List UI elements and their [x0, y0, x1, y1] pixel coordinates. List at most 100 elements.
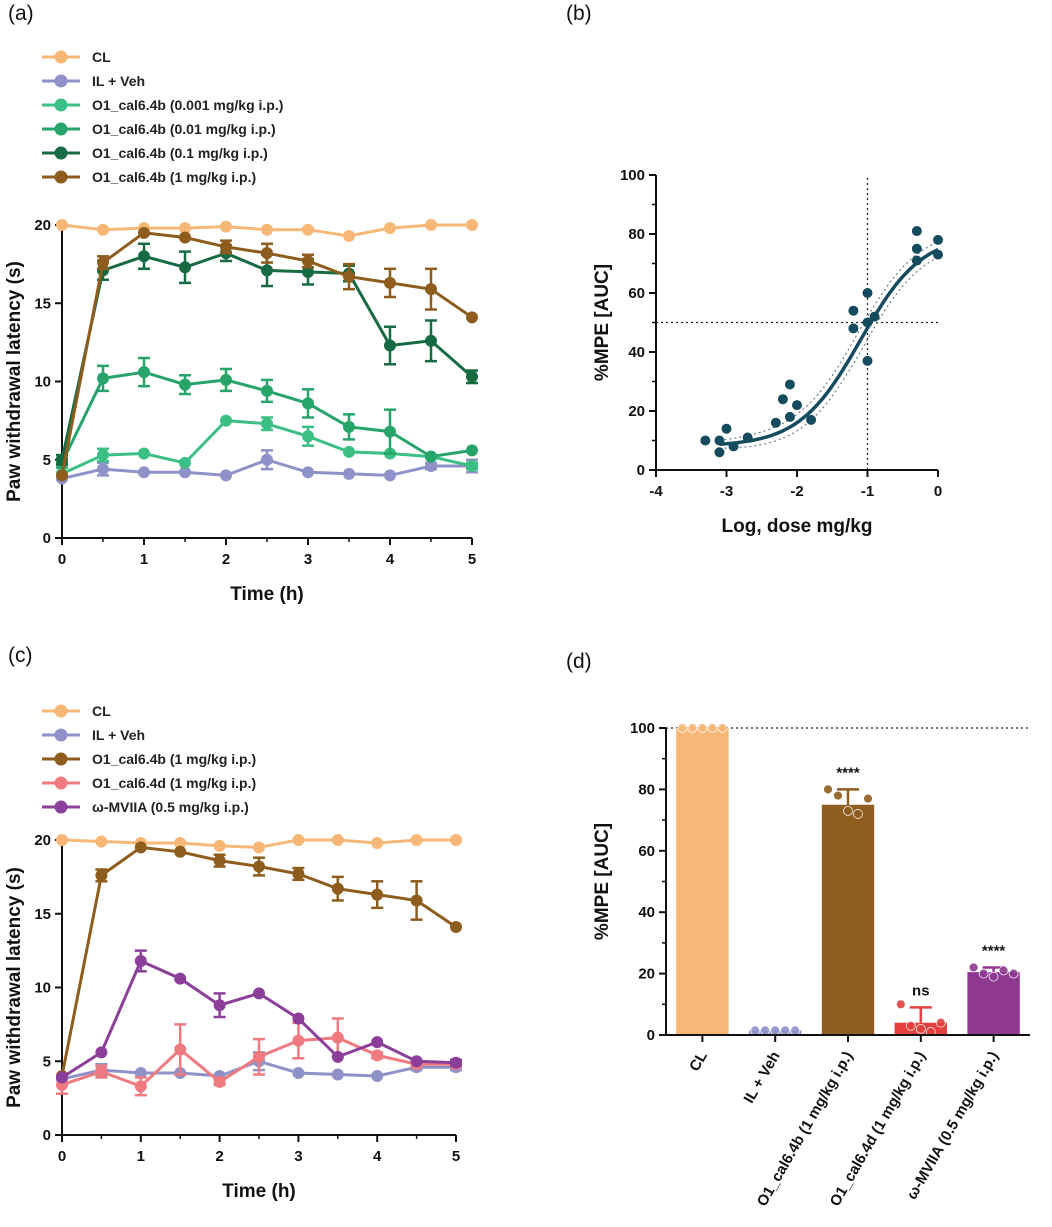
y-axis-label: Paw withdrawal latency (s): [4, 867, 25, 1108]
legend-swatch-marker: [54, 122, 68, 136]
y-tick-label: 80: [638, 781, 655, 798]
data-point: [450, 1056, 462, 1069]
data-point: [179, 231, 191, 244]
bar: [676, 728, 729, 1035]
data-point: [343, 420, 355, 433]
data-point: [450, 834, 462, 846]
legend-entry: ω-MVIIA (0.5 mg/kg i.p.): [92, 799, 249, 815]
data-point: [911, 255, 922, 266]
data-point: [371, 1036, 384, 1049]
data-point: [220, 240, 232, 253]
data-point: [700, 435, 711, 446]
y-tick-label: 10: [34, 374, 51, 391]
legend-entry: O1_cal6.4b (0.001 mg/kg i.p.): [92, 97, 283, 113]
chart-panel-b: -4 -3 -2 -1 0 0 20 40 60 80 100 Log, dose mg/kg %MPE…: [592, 167, 943, 537]
data-point: [179, 456, 191, 469]
data-point: [331, 1050, 344, 1063]
x-tick-label: 2: [215, 1148, 223, 1165]
data-point: [895, 999, 906, 1010]
data-point: [466, 311, 478, 324]
data-point: [784, 411, 795, 422]
data-point: [792, 400, 802, 411]
data-point: [410, 834, 423, 846]
data-point: [343, 445, 355, 458]
data-point: [780, 1025, 791, 1036]
data-point: [179, 261, 191, 274]
x-axis-label: Log, dose mg/kg: [722, 516, 873, 537]
legend-swatch-marker: [54, 146, 68, 160]
data-point: [97, 449, 109, 462]
data-point: [174, 972, 187, 985]
data-point: [253, 987, 265, 1000]
y-axis-label: %MPE [AUC]: [592, 823, 613, 940]
data-point: [97, 372, 109, 385]
data-point: [292, 867, 305, 880]
data-point: [863, 793, 873, 804]
data-point: [174, 1043, 187, 1056]
data-point: [911, 226, 922, 237]
data-point: [302, 254, 314, 267]
series-O1d: [56, 1017, 462, 1097]
y-tick-label: 5: [43, 452, 51, 469]
data-point: [770, 417, 781, 428]
data-point: [677, 723, 688, 733]
x-tick-label: 5: [468, 551, 476, 568]
legend-swatch-marker: [54, 50, 68, 64]
x-tick-label: -1: [861, 483, 874, 500]
data-point: [869, 311, 880, 322]
data-point: [848, 323, 859, 334]
data-point: [331, 882, 344, 895]
data-point: [384, 222, 396, 235]
data-point: [97, 256, 109, 269]
data-point: [728, 441, 739, 452]
legend-swatch-marker: [54, 800, 68, 814]
data-point: [138, 250, 150, 263]
x-tick-label: 4: [386, 551, 395, 568]
series-d001: [56, 356, 478, 469]
x-tick-label: 4: [373, 1148, 382, 1165]
data-point: [714, 447, 725, 458]
legend-entry: O1_cal6.4b (0.1 mg/kg i.p.): [92, 145, 268, 161]
data-point: [384, 469, 396, 482]
data-point: [95, 1046, 108, 1059]
data-point: [138, 366, 150, 379]
data-point: [292, 1067, 305, 1080]
data-point: [721, 423, 732, 434]
data-point: [371, 836, 384, 849]
data-point: [823, 784, 833, 795]
data-point: [410, 894, 423, 907]
data-point: [371, 1049, 384, 1062]
y-axis-label: %MPE [AUC]: [592, 264, 613, 381]
legend-entry: O1_cal6.4d (1 mg/kg i.p.): [92, 775, 256, 791]
bar: [967, 972, 1020, 1035]
data-point: [56, 1071, 68, 1084]
category-label: IL + Veh: [741, 1049, 784, 1107]
legend-entry: IL + Veh: [92, 727, 145, 743]
data-point: [261, 264, 273, 277]
y-tick-label: 40: [638, 904, 655, 921]
data-point: [56, 834, 68, 846]
legend-swatch-marker: [54, 98, 68, 112]
data-point: [220, 414, 232, 427]
y-tick-label: 20: [34, 832, 51, 849]
legend-swatch-marker: [54, 170, 68, 184]
series-MVIIA: [56, 949, 462, 1084]
data-point: [450, 921, 462, 934]
data-point: [179, 222, 191, 235]
data-point: [968, 962, 979, 973]
y-tick-label: 20: [628, 403, 645, 420]
data-point: [714, 435, 725, 446]
legend-swatch-marker: [54, 728, 68, 742]
y-tick-label: 15: [34, 906, 51, 923]
panel-label-a: (a): [8, 2, 34, 25]
data-point: [174, 845, 187, 858]
data-point: [466, 460, 478, 473]
data-point: [848, 305, 859, 316]
series-CL: [56, 219, 478, 242]
data-point: [425, 283, 437, 296]
x-tick-label: 5: [452, 1148, 460, 1165]
x-tick-label: 0: [58, 1148, 66, 1165]
y-tick-label: 80: [628, 226, 645, 243]
data-point: [56, 219, 68, 231]
panel-label-c: (c): [8, 644, 33, 667]
